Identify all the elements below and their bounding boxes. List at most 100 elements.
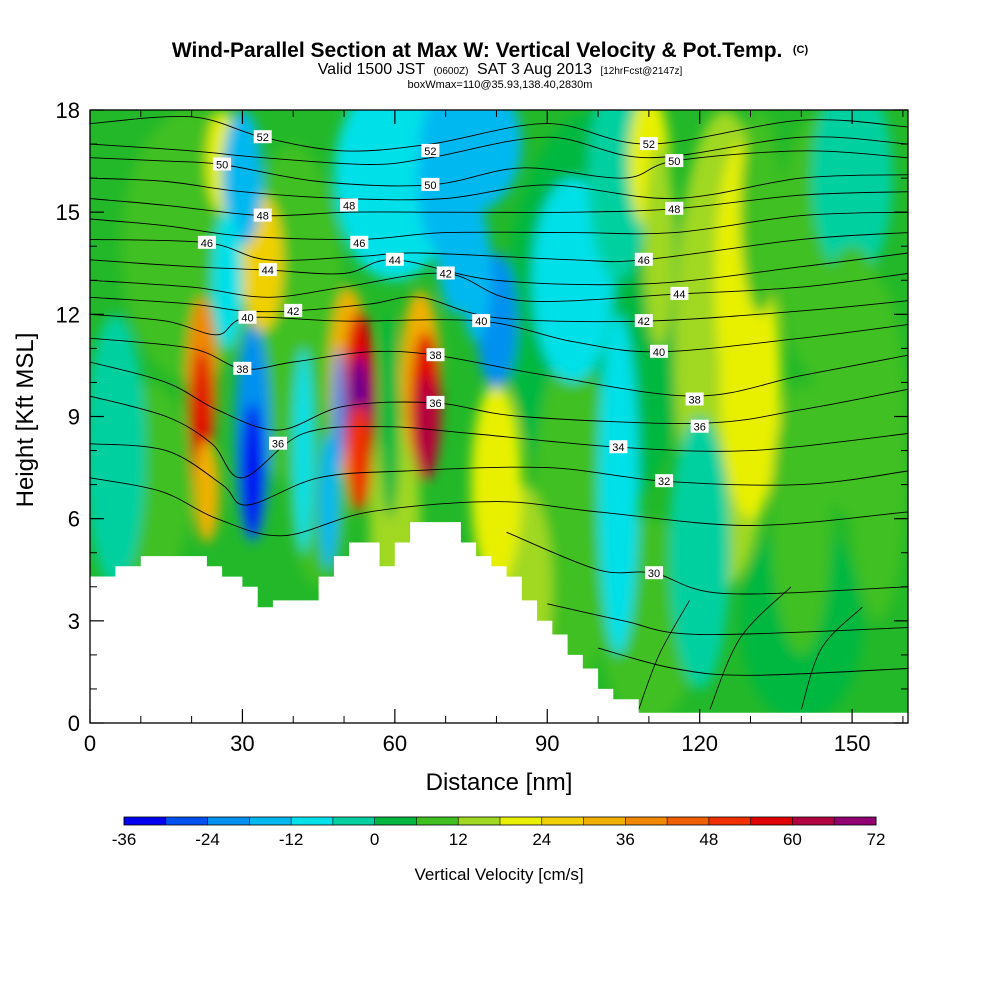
colorbar-swatch — [667, 817, 710, 825]
contour-label: 40 — [472, 314, 491, 328]
w-field-blob — [643, 144, 675, 349]
colorbar-swatch — [374, 817, 417, 825]
contour-label-text: 46 — [353, 238, 365, 250]
contour-label: 42 — [634, 314, 653, 328]
contour-label-box — [197, 235, 216, 249]
theta-contour — [90, 296, 908, 323]
theta-contour — [90, 174, 908, 201]
w-field-blob — [194, 440, 220, 543]
contour-label-box — [436, 266, 455, 280]
w-field-blob — [211, 212, 243, 349]
w-field-blob — [460, 205, 492, 342]
theta-contour — [90, 136, 908, 165]
contour-label-text: 32 — [658, 476, 670, 488]
colorbar-tick-label: 72 — [867, 830, 886, 849]
contour-label-text: 38 — [236, 364, 248, 376]
contour-label-box — [685, 392, 704, 406]
theta-contour — [90, 232, 908, 263]
colorbar-tick-label: 36 — [616, 830, 635, 849]
theta-contour — [90, 211, 908, 240]
contour-label-box — [258, 263, 277, 277]
w-field-blob — [811, 110, 893, 281]
contour-label: 46 — [197, 235, 216, 250]
y-tick-label: 15 — [56, 200, 80, 225]
x-tick-label: 150 — [834, 731, 871, 756]
w-field-blob — [811, 246, 893, 519]
contour-label-box — [350, 235, 369, 249]
theta-contour — [90, 272, 908, 302]
contour-label-text: 48 — [668, 204, 680, 216]
contour-label-text: 50 — [216, 160, 228, 172]
contour-label: 40 — [650, 344, 668, 359]
contour-label-box — [665, 154, 684, 168]
contour-label: 48 — [340, 198, 359, 212]
contour-label-text: 42 — [638, 316, 650, 328]
colorbar-swatch — [750, 817, 793, 825]
valid-date: SAT 3 Aug 2013 — [477, 61, 592, 78]
theta-contour — [90, 395, 908, 479]
contour-label: 50 — [665, 154, 684, 168]
colorbar-tick-label: 60 — [783, 830, 802, 849]
colorbar-tick-label: 0 — [370, 830, 379, 849]
contour-label-text: 44 — [262, 265, 274, 277]
w-field-blob — [598, 314, 639, 655]
terrain-mask — [90, 522, 908, 723]
contour-label: 52 — [639, 137, 658, 151]
contour-label-box — [213, 157, 232, 171]
contour-label-text: 42 — [440, 269, 452, 281]
contour-label: 46 — [350, 235, 369, 250]
colorbar-swatch — [583, 817, 626, 825]
contour-label-text: 42 — [287, 306, 299, 318]
contour-label-box — [421, 143, 440, 157]
contour-label-text: 40 — [653, 347, 665, 359]
colorbar-swatch — [291, 817, 334, 825]
colorbar-tick-label: -12 — [279, 830, 304, 849]
colorbar-swatch — [500, 817, 543, 825]
colorbar-tick-label: 24 — [532, 830, 551, 849]
contour-label-box — [650, 344, 668, 358]
contour-label-box — [634, 314, 653, 328]
colorbar-title: Vertical Velocity [cm/s] — [414, 865, 583, 884]
contour-label-text: 46 — [638, 255, 650, 267]
x-axis-title: Distance [nm] — [426, 769, 573, 796]
w-field-blob — [669, 416, 731, 689]
contour-label: 46 — [634, 252, 653, 267]
contour-label: 34 — [609, 440, 628, 454]
colorbar-swatch — [541, 817, 585, 825]
chart-title-main: Wind-Parallel Section at Max W: Vertical… — [172, 39, 783, 62]
contour-label-box — [385, 252, 404, 266]
contour-label-text: 44 — [673, 289, 685, 301]
contour-label-text: 30 — [648, 568, 660, 580]
contour-label: 42 — [436, 266, 455, 281]
theta-contour — [90, 150, 908, 187]
contour-label: 30 — [645, 566, 663, 580]
contour-label-text: 38 — [688, 395, 700, 407]
contour-labels: 52 52 52 50 50 50 48 48 48 46 46 46 44 44 44 42 42 42 40 40… — [197, 130, 709, 580]
colorbar-tick-label: 48 — [699, 830, 718, 849]
contour-label: 52 — [253, 130, 272, 144]
contour-label: 48 — [665, 201, 684, 216]
x-tick-label: 0 — [84, 731, 96, 756]
contour-label-text: 36 — [272, 439, 284, 451]
contour-label: 44 — [670, 286, 689, 301]
forecast-info: [12hrFcst@2147z] — [600, 66, 682, 77]
contour-label: 38 — [233, 361, 252, 376]
contour-label: 52 — [421, 143, 440, 158]
colorbar-swatch — [625, 817, 668, 825]
contour-label-box — [690, 419, 709, 433]
contour-label-box — [426, 395, 445, 409]
contour-label: 36 — [269, 436, 287, 451]
colorbar-swatch — [249, 817, 292, 825]
contour-label-text: 48 — [257, 211, 269, 223]
contour-label: 38 — [685, 392, 704, 407]
contour-label: 50 — [213, 157, 232, 172]
contour-label: 44 — [258, 263, 277, 277]
theta-contour — [90, 313, 908, 353]
w-field-blob — [241, 402, 264, 540]
contour-label: 32 — [655, 474, 674, 488]
theta-contour — [90, 115, 908, 152]
contour-label-text: 36 — [429, 398, 441, 410]
colorbar-swatch — [124, 817, 167, 825]
y-tick-label: 9 — [68, 405, 80, 430]
